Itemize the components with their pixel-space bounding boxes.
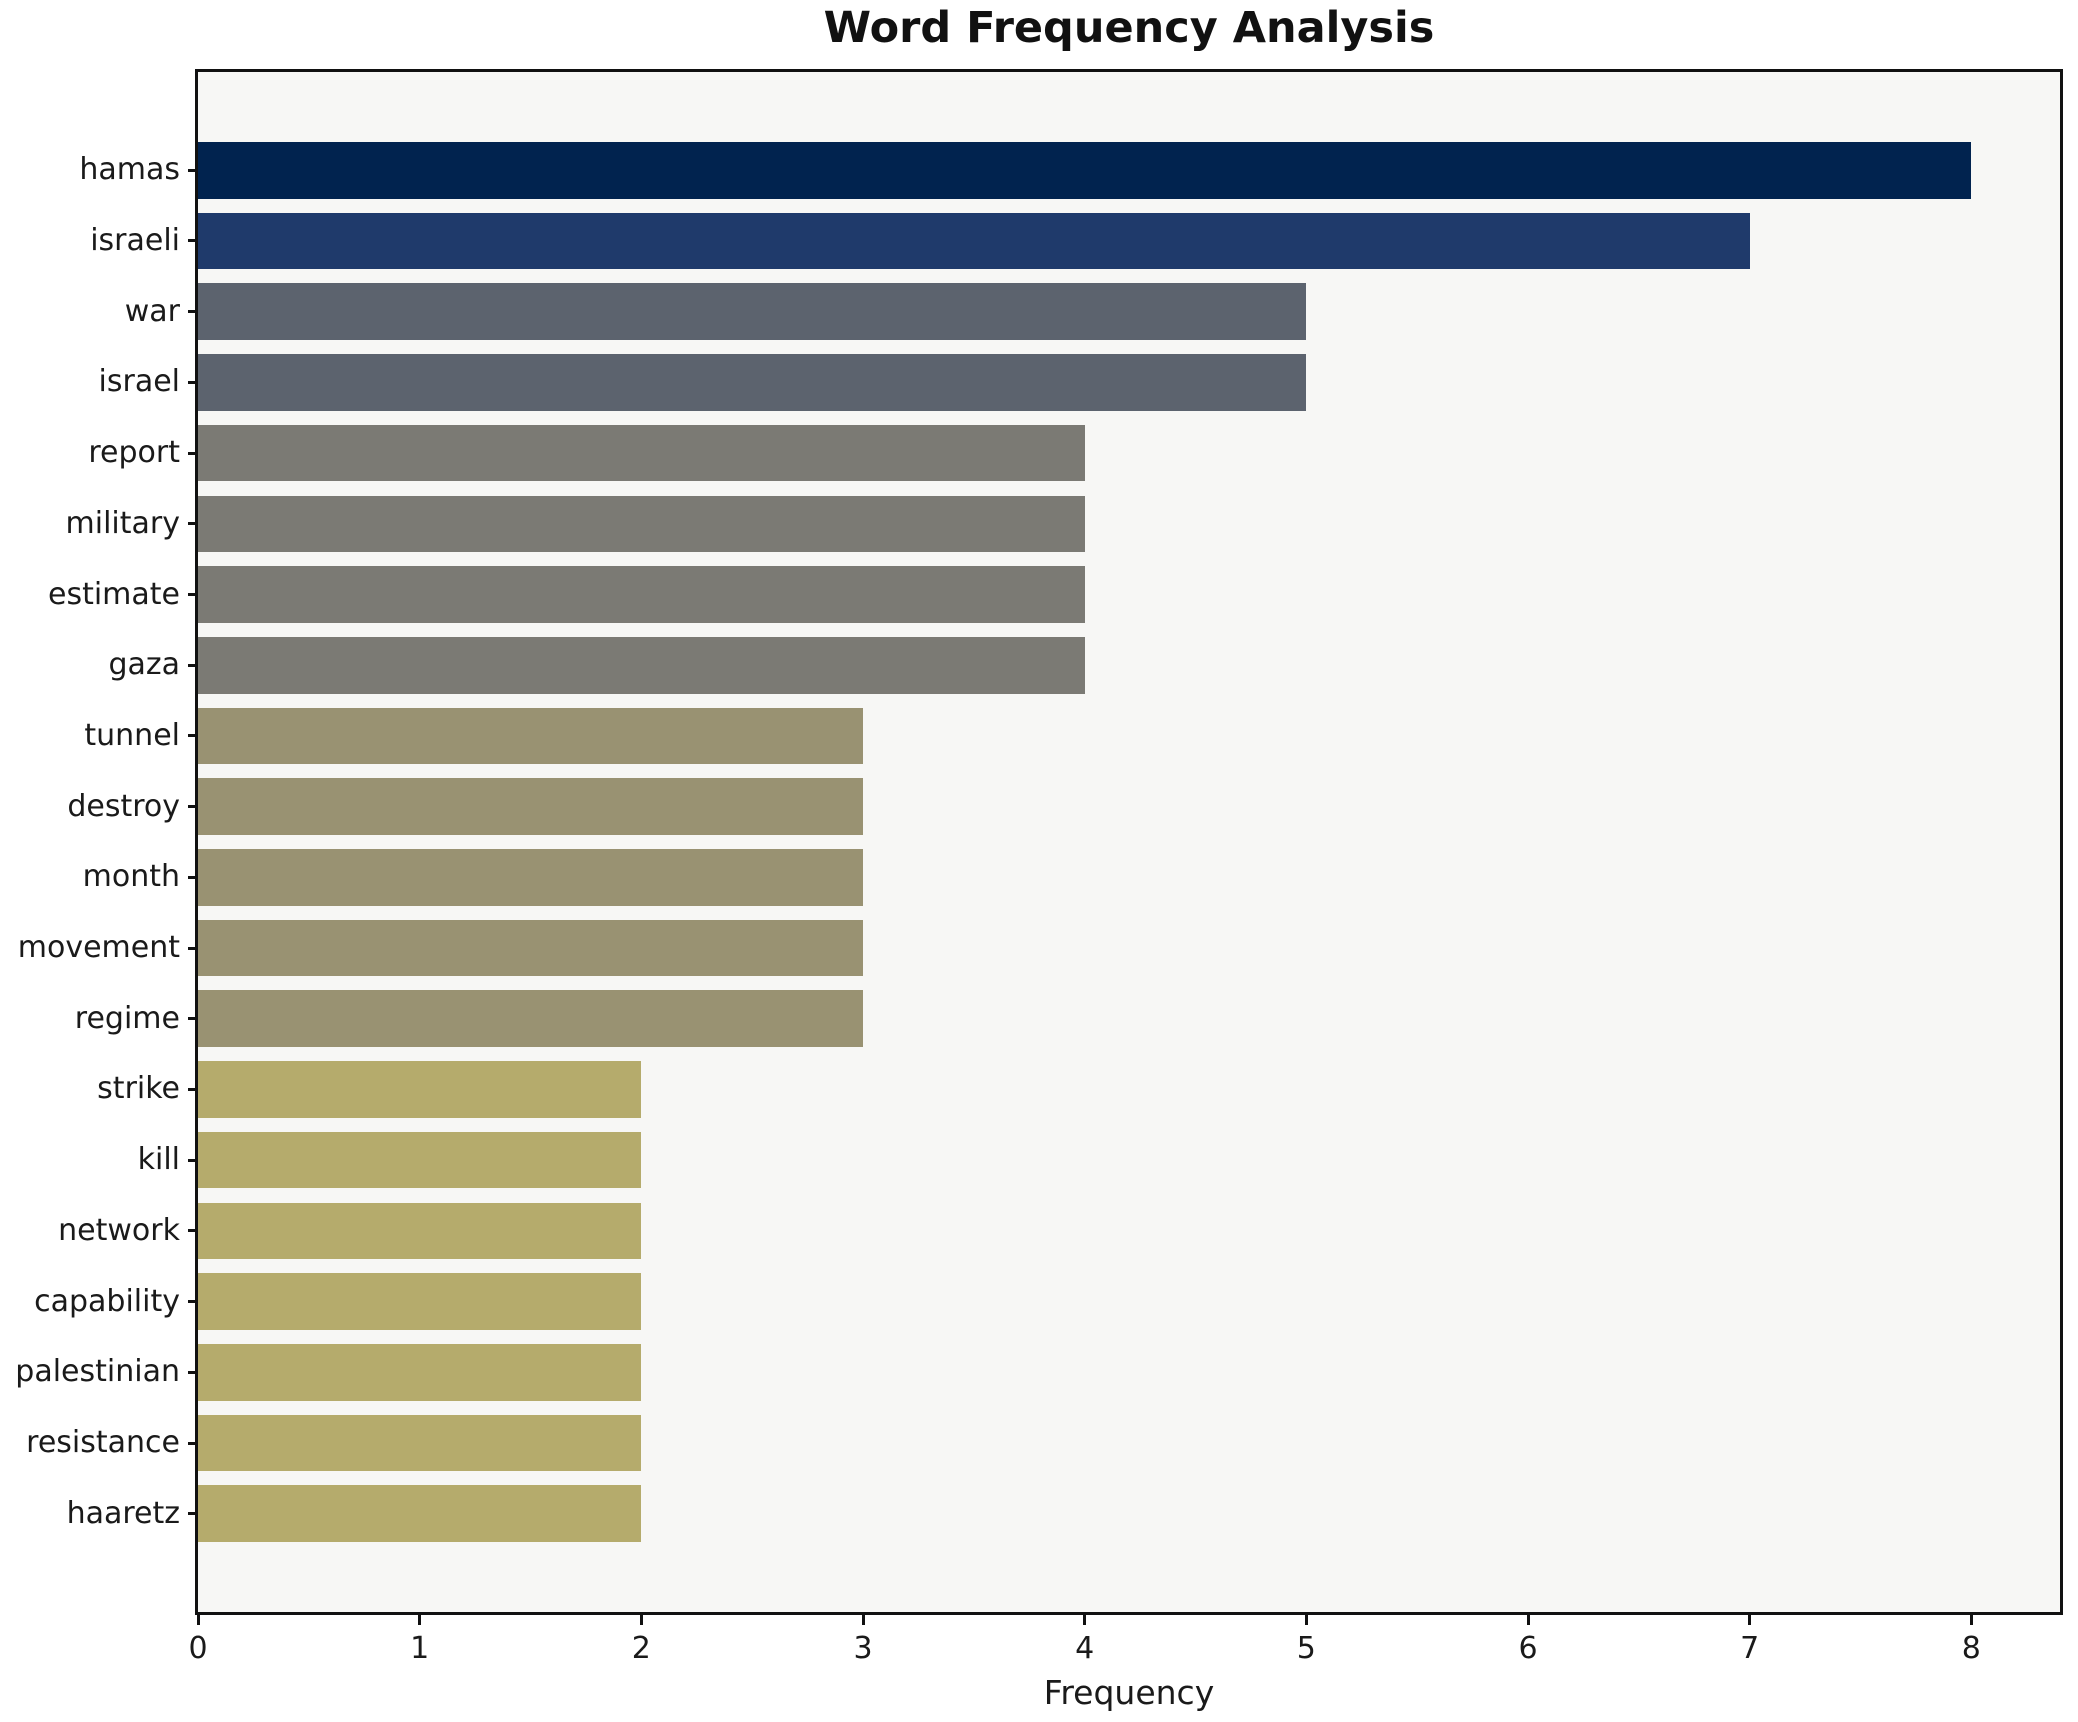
bar-month <box>198 849 863 906</box>
x-axis-title: Frequency <box>1043 1673 1215 1712</box>
y-tick-label: tunnel <box>84 717 180 753</box>
x-tick-mark <box>1083 1615 1087 1625</box>
chart-title: Word Frequency Analysis <box>823 3 1435 53</box>
bar-regime <box>198 990 863 1048</box>
y-tick-label: war <box>124 293 180 329</box>
bar-military <box>198 495 1085 553</box>
y-tick-mark <box>188 805 198 809</box>
y-tick-label: month <box>82 859 180 895</box>
bar-resistance <box>198 1414 642 1472</box>
y-tick-label: israeli <box>90 222 180 258</box>
bar-haaretz <box>198 1485 642 1542</box>
y-tick-mark <box>188 1300 198 1304</box>
bar-report <box>198 424 1085 482</box>
y-tick-mark <box>188 451 198 455</box>
bar-israel <box>198 354 1307 411</box>
y-tick-mark <box>188 380 198 384</box>
y-tick-label: military <box>65 505 180 541</box>
bar-destroy <box>198 778 863 835</box>
bar-palestinian <box>198 1344 642 1401</box>
y-tick-mark <box>188 522 198 526</box>
x-tick-mark <box>861 1615 865 1625</box>
bar-war <box>198 283 1307 340</box>
bar-strike <box>198 1061 642 1118</box>
y-tick-mark <box>188 1087 198 1091</box>
y-tick-label: destroy <box>67 788 180 824</box>
x-tick-label: 4 <box>1075 1631 1095 1666</box>
y-tick-mark <box>188 1158 198 1162</box>
bar-israeli <box>198 212 1750 270</box>
x-tick-label: 3 <box>853 1631 873 1666</box>
y-tick-label: gaza <box>108 647 180 683</box>
y-tick-label: network <box>58 1212 180 1248</box>
bar-hamas <box>198 142 1972 199</box>
x-tick-mark <box>418 1615 422 1625</box>
bar-capability <box>198 1273 642 1330</box>
x-tick-label: 7 <box>1740 1631 1760 1666</box>
y-tick-mark <box>188 1229 198 1233</box>
x-tick-label: 6 <box>1518 1631 1538 1666</box>
y-tick-label: kill <box>137 1142 180 1178</box>
y-tick-label: hamas <box>79 152 180 188</box>
y-tick-mark <box>188 310 198 314</box>
y-tick-mark <box>188 1370 198 1374</box>
y-tick-mark <box>188 946 198 950</box>
x-tick-label: 5 <box>1296 1631 1316 1666</box>
x-tick-mark <box>1969 1615 1973 1625</box>
y-tick-mark <box>188 663 198 667</box>
y-tick-label: movement <box>17 930 180 966</box>
y-tick-mark <box>188 875 198 879</box>
x-tick-mark <box>639 1615 643 1625</box>
bar-tunnel <box>198 707 863 765</box>
y-tick-mark <box>188 1512 198 1516</box>
plot-area <box>195 69 2063 1615</box>
x-tick-label: 2 <box>631 1631 651 1666</box>
bar-estimate <box>198 566 1085 623</box>
bar-network <box>198 1202 642 1260</box>
y-tick-label: resistance <box>26 1425 180 1460</box>
y-tick-label: israel <box>98 364 180 400</box>
y-tick-label: report <box>88 435 180 471</box>
x-tick-mark <box>1304 1615 1308 1625</box>
bar-movement <box>198 919 863 977</box>
y-tick-label: estimate <box>47 576 180 612</box>
x-tick-mark <box>196 1615 200 1625</box>
x-tick-mark <box>1748 1615 1752 1625</box>
y-tick-mark <box>188 168 198 172</box>
y-tick-mark <box>188 239 198 243</box>
y-tick-mark <box>188 1441 198 1445</box>
y-tick-mark <box>188 734 198 738</box>
x-tick-label: 1 <box>410 1631 430 1666</box>
y-tick-label: capability <box>34 1283 180 1319</box>
y-tick-label: strike <box>97 1071 180 1107</box>
y-tick-label: palestinian <box>15 1354 180 1390</box>
x-tick-label: 0 <box>188 1631 208 1666</box>
y-tick-mark <box>188 593 198 597</box>
y-tick-label: regime <box>74 1000 180 1036</box>
bar-gaza <box>198 636 1085 694</box>
y-tick-mark <box>188 1017 198 1021</box>
x-tick-mark <box>1526 1615 1530 1625</box>
x-tick-label: 8 <box>1961 1631 1981 1666</box>
y-tick-label: haaretz <box>66 1495 180 1531</box>
bar-kill <box>198 1131 642 1189</box>
